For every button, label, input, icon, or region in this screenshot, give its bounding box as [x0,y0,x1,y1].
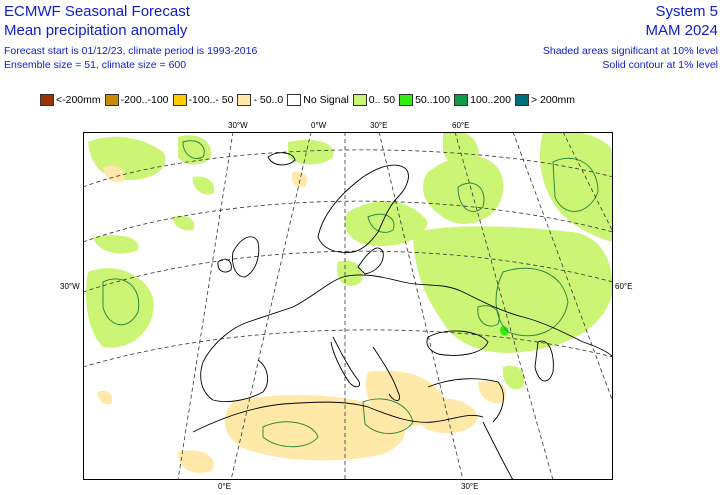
legend-item: 100..200 [454,94,511,106]
positive-anomaly-shading [86,132,613,390]
right-label-60e: 60°E [615,282,633,291]
negative-anomaly-shading [97,165,507,473]
legend-swatch [237,94,252,106]
product-subtitle: Mean precipitation anomaly [4,22,188,39]
graticule [83,132,613,480]
legend-label: 100..200 [470,94,511,106]
legend-swatch [514,94,529,106]
legend-swatch [287,94,302,106]
legend-item: 0.. 50 [352,94,396,106]
legend-item: - 50..0 [237,94,283,106]
forecast-start-info: Forecast start is 01/12/23, climate peri… [4,45,258,57]
legend-label: -200..-100 [120,94,169,106]
top-label-30e: 30°E [370,121,388,130]
color-legend: <-200mm -200..-100 -100..- 50 - 50..0 No… [40,92,579,108]
top-label-60e: 60°E [452,121,470,130]
system-label: System 5 [655,3,718,20]
legend-swatch [172,94,187,106]
coastlines [192,152,613,480]
season-label: MAM 2024 [645,22,718,39]
bottom-label-0e: 0°E [218,482,231,491]
top-label-30w: 30°W [228,121,248,130]
legend-label: 50..100 [415,94,451,106]
header: ECMWF Seasonal Forecast Mean precipitati… [0,0,724,80]
legend-label: - 50..0 [253,94,284,106]
significance-contours [102,140,599,448]
significance-note: Shaded areas significant at 10% level [542,45,718,57]
strong-positive-shading [499,326,509,336]
anomaly-map [83,132,613,480]
contour-note: Solid contour at 1% level [602,59,718,71]
ensemble-info: Ensemble size = 51, climate size = 600 [4,59,187,71]
legend-item: 50..100 [399,94,450,106]
left-label-30w: 30°W [60,282,80,291]
legend-item: -100..- 50 [172,94,234,106]
legend-label: <-200mm [56,94,101,106]
legend-swatch [40,94,54,106]
top-label-0w: 0°W [311,121,327,130]
legend-label: No Signal [303,94,349,106]
legend-item: <-200mm [40,94,101,106]
legend-swatch [104,94,119,106]
bottom-label-30e: 30°E [461,482,479,491]
product-title: ECMWF Seasonal Forecast [4,3,190,20]
legend-label: -100..- 50 [188,94,234,106]
legend-label: > 200mm [530,94,576,106]
legend-swatch [454,94,469,106]
legend-item: > 200mm [514,94,576,106]
legend-swatch [352,94,367,106]
legend-item: -200..-100 [104,94,169,106]
map-frame [83,132,613,480]
legend-label: 0.. 50 [368,94,396,106]
map-canvas [83,132,613,480]
legend-item: No Signal [287,94,349,106]
legend-swatch [399,94,414,106]
